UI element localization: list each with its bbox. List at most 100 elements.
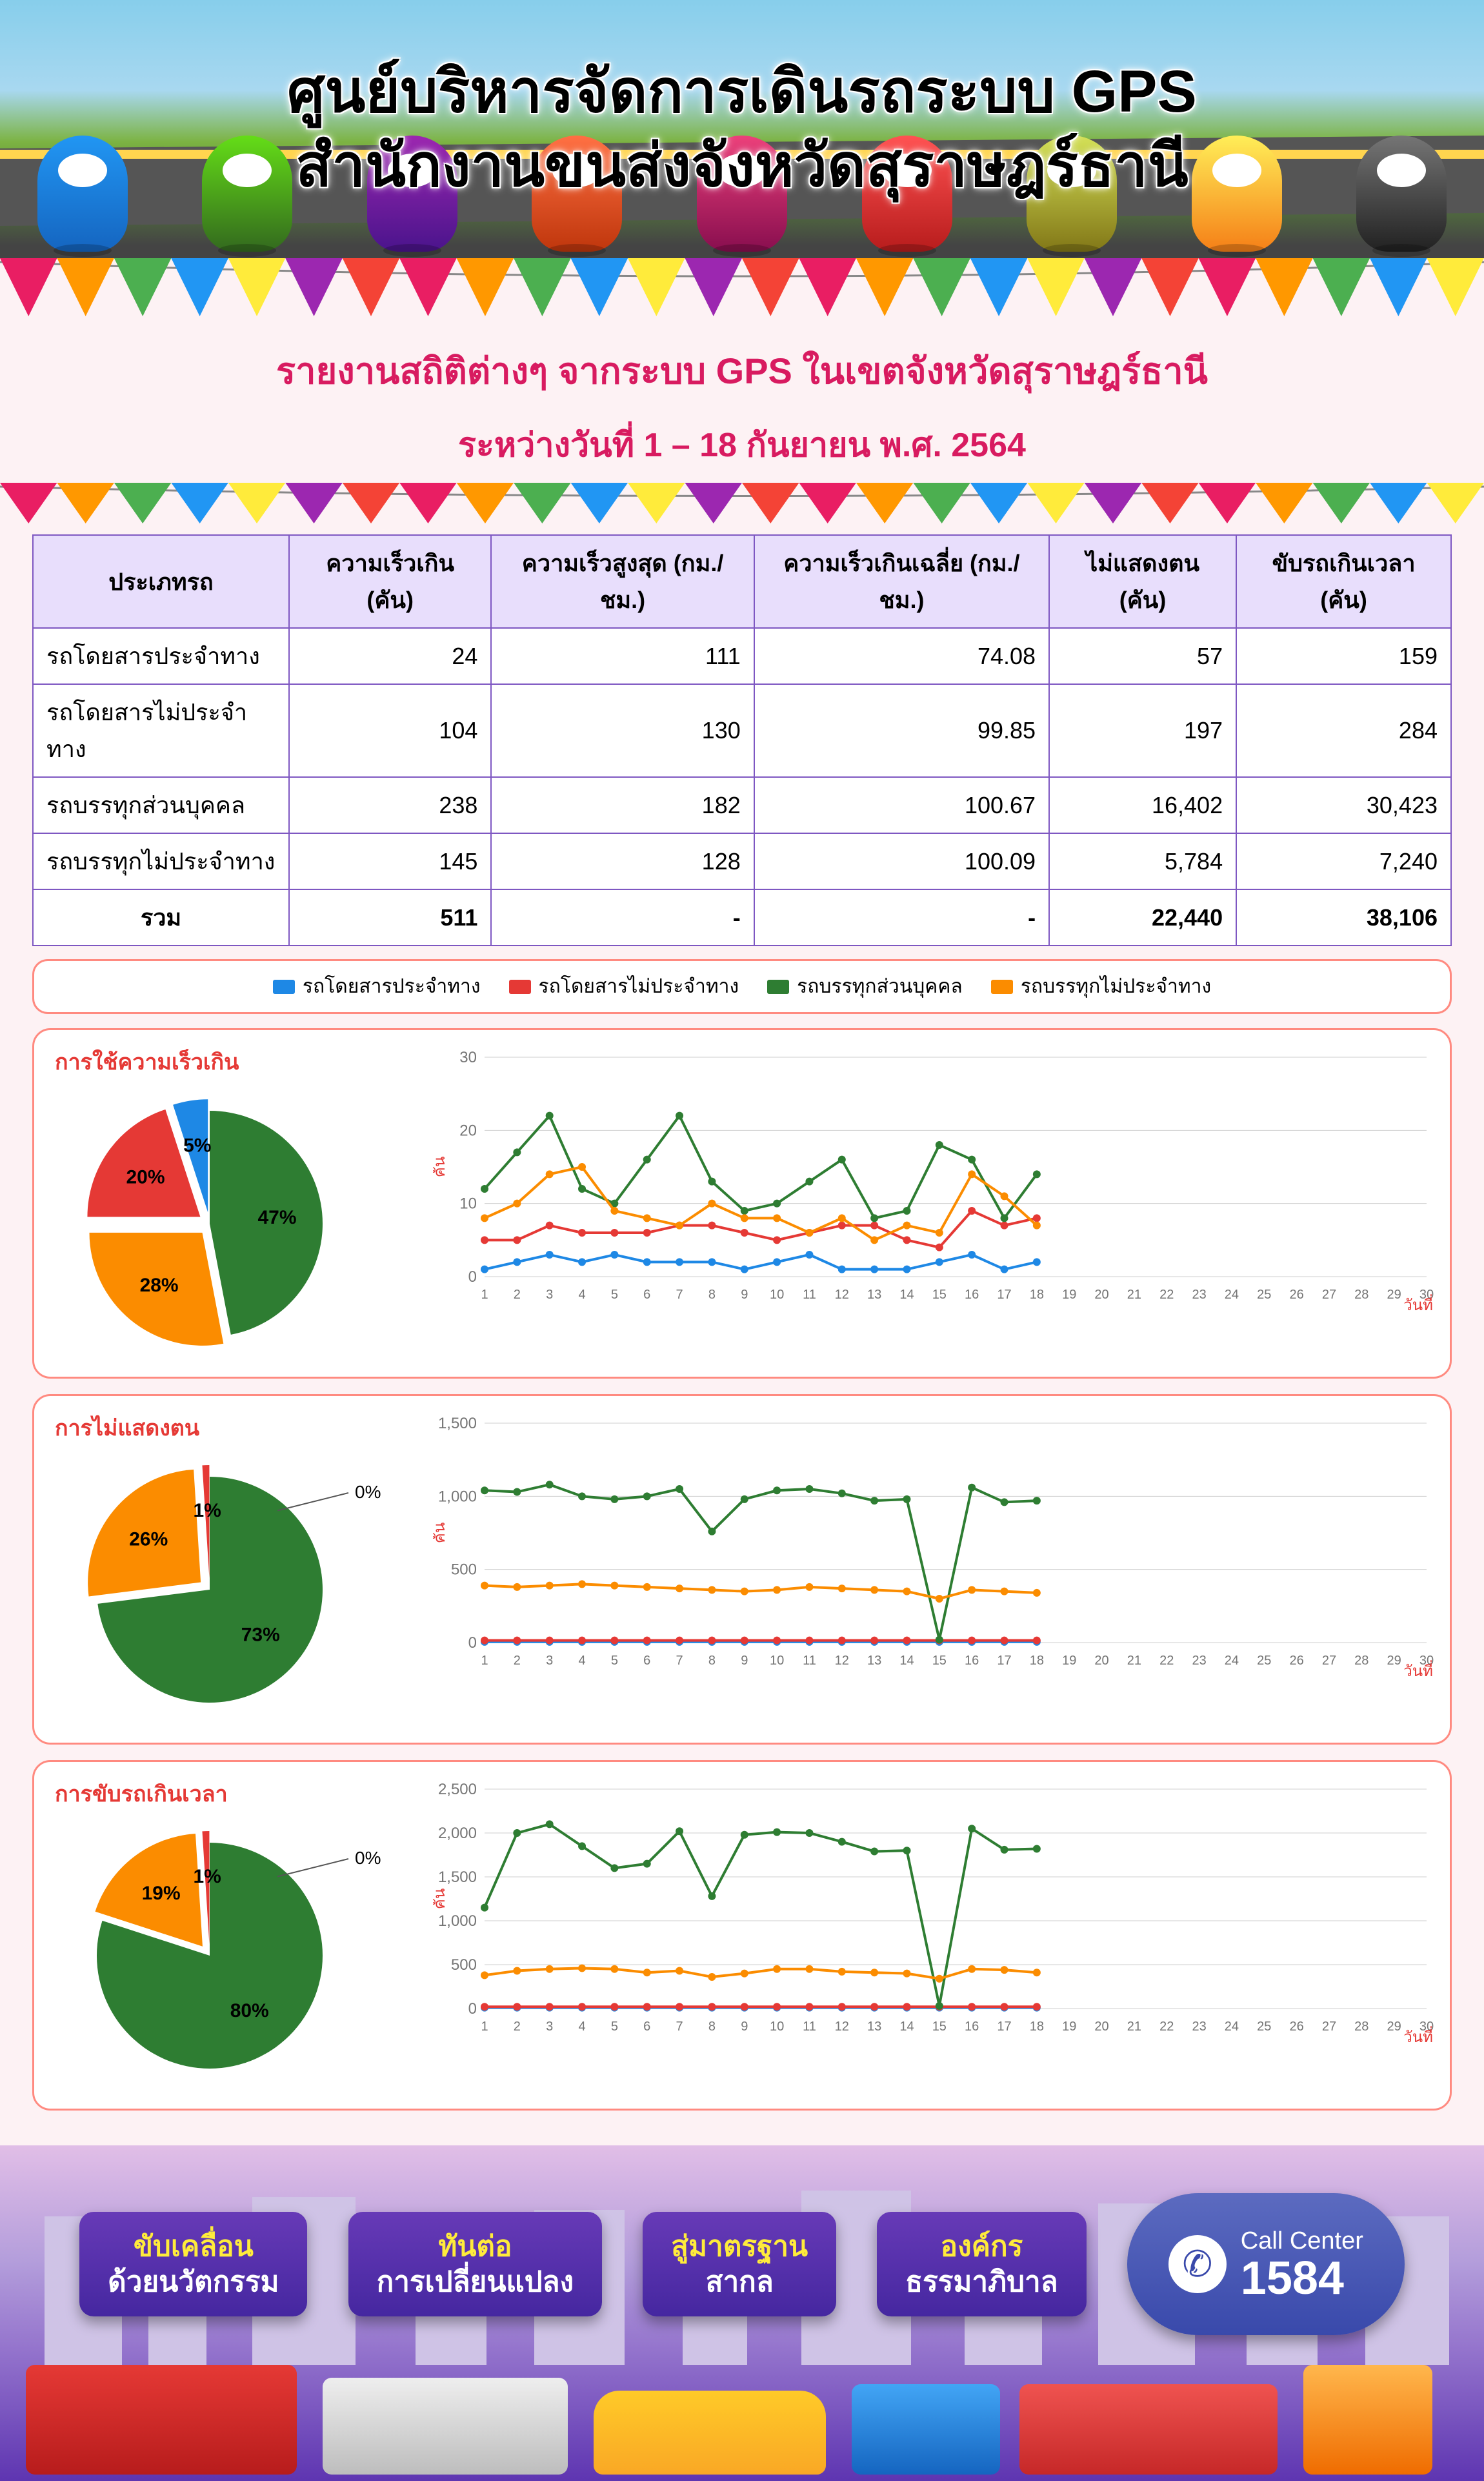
svg-text:2,000: 2,000 [438, 1825, 477, 1842]
legend-swatch-d [991, 980, 1013, 994]
svg-text:14: 14 [899, 1288, 914, 1302]
svg-text:18: 18 [1030, 2020, 1044, 2034]
table-cell: 24 [289, 628, 491, 684]
svg-text:1: 1 [481, 2020, 488, 2034]
svg-text:24: 24 [1225, 2020, 1239, 2034]
svg-text:19: 19 [1062, 2020, 1076, 2034]
svg-text:15: 15 [932, 1654, 947, 1668]
svg-text:1,000: 1,000 [438, 1488, 477, 1505]
svg-text:5%: 5% [183, 1135, 211, 1157]
svg-text:1,500: 1,500 [438, 1415, 477, 1432]
svg-text:10: 10 [770, 1288, 784, 1302]
svg-text:13: 13 [867, 1654, 881, 1668]
svg-text:7: 7 [676, 1654, 683, 1668]
svg-text:17: 17 [997, 1654, 1011, 1668]
table-cell: 100.67 [754, 777, 1049, 833]
svg-text:คัน: คัน [433, 1523, 448, 1543]
svg-text:22: 22 [1159, 1654, 1174, 1668]
pie-chart-overtime: 80%19%1%0% [55, 1820, 416, 2091]
table-cell: รถบรรทุกไม่ประจำทาง [33, 833, 289, 889]
svg-text:26: 26 [1289, 1288, 1303, 1302]
svg-text:25: 25 [1257, 1654, 1271, 1668]
svg-text:3: 3 [546, 2020, 553, 2034]
svg-text:21: 21 [1127, 1288, 1141, 1302]
svg-text:16: 16 [965, 1288, 979, 1302]
pie-chart-speed: 47% 28% 20% 5% [55, 1088, 416, 1359]
svg-text:วันที่: วันที่ [1403, 1660, 1433, 1680]
svg-text:5: 5 [611, 2020, 618, 2034]
table-cell: 30,423 [1236, 777, 1451, 833]
svg-text:22: 22 [1159, 1288, 1174, 1302]
stats-table: ประเภทรถความเร็วเกิน (คัน)ความเร็วสูงสุด… [32, 534, 1452, 946]
svg-text:23: 23 [1192, 1654, 1206, 1668]
footer-badge: สู่มาตรฐานสากล [643, 2212, 836, 2316]
svg-text:28%: 28% [140, 1275, 179, 1296]
panel-speed-title: การใช้ความเร็วเกิน [55, 1044, 416, 1079]
table-cell: 238 [289, 777, 491, 833]
svg-text:8: 8 [708, 1654, 716, 1668]
table-cell: 130 [491, 684, 754, 777]
svg-text:11: 11 [803, 2020, 816, 2034]
table-header: ความเร็วสูงสุด (กม./ชม.) [491, 535, 754, 628]
svg-text:80%: 80% [230, 2000, 269, 2021]
svg-text:14: 14 [899, 2020, 914, 2034]
table-cell: 128 [491, 833, 754, 889]
svg-text:47%: 47% [258, 1207, 297, 1228]
svg-text:11: 11 [803, 1288, 816, 1302]
svg-text:17: 17 [997, 2020, 1011, 2034]
footer-badge: ทันต่อการเปลี่ยนแปลง [348, 2212, 603, 2316]
svg-text:9: 9 [741, 2020, 748, 2034]
svg-text:19: 19 [1062, 1288, 1076, 1302]
hero-title: ศูนย์บริหารจัดการเดินรถระบบ GPS สำนักงาน… [287, 55, 1197, 203]
svg-text:27: 27 [1322, 1288, 1336, 1302]
svg-text:29: 29 [1387, 1288, 1401, 1302]
svg-text:10: 10 [459, 1195, 477, 1213]
svg-text:7: 7 [676, 2020, 683, 2034]
svg-text:21: 21 [1127, 1654, 1141, 1668]
table-row: รถบรรทุกไม่ประจำทาง145128100.095,7847,24… [33, 833, 1451, 889]
legend-label-c: รถบรรทุกส่วนบุคคล [797, 971, 963, 1002]
table-row: รถโดยสารประจำทาง2411174.0857159 [33, 628, 1451, 684]
footer-badges: ขับเคลื่อนด้วยนวัตกรรม ทันต่อการเปลี่ยนแป… [0, 2193, 1484, 2335]
svg-text:17: 17 [997, 1288, 1011, 1302]
report-date-range: ระหว่างวันที่ 1 – 18 กันยายน พ.ศ. 2564 [0, 400, 1484, 483]
svg-text:1%: 1% [193, 1866, 221, 1887]
table-row: รถบรรทุกส่วนบุคคล238182100.6716,40230,42… [33, 777, 1451, 833]
svg-text:1,500: 1,500 [438, 1868, 477, 1886]
svg-text:28: 28 [1354, 2020, 1369, 2034]
stats-table-wrap: ประเภทรถความเร็วเกิน (คัน)ความเร็วสูงสุด… [0, 534, 1484, 959]
svg-text:2: 2 [514, 1654, 521, 1668]
svg-text:19%: 19% [142, 1883, 181, 1904]
line-chart-speed: 0102030123456789101112131415161718192021… [433, 1044, 1439, 1315]
svg-text:0: 0 [468, 2000, 477, 2018]
hero-title-line1: ศูนย์บริหารจัดการเดินรถระบบ GPS [287, 55, 1197, 129]
call-center-label: Call Center [1241, 2227, 1363, 2254]
call-center-badge[interactable]: ✆ Call Center 1584 [1127, 2193, 1405, 2335]
footer-badge: ขับเคลื่อนด้วยนวัตกรรม [79, 2212, 307, 2316]
table-cell: 22,440 [1049, 889, 1236, 946]
legend-label-a: รถโดยสารประจำทาง [303, 971, 481, 1002]
hero-banner: ศูนย์บริหารจัดการเดินรถระบบ GPS สำนักงาน… [0, 0, 1484, 258]
panel-overtime: การขับรถเกินเวลา 80%19%1%0% 05001,0001,5… [32, 1760, 1452, 2111]
svg-text:6: 6 [643, 1654, 650, 1668]
table-cell: 100.09 [754, 833, 1049, 889]
svg-text:27: 27 [1322, 1654, 1336, 1668]
table-row: รถโดยสารไม่ประจำทาง10413099.85197284 [33, 684, 1451, 777]
table-cell: 104 [289, 684, 491, 777]
svg-text:12: 12 [835, 2020, 849, 2034]
svg-text:25: 25 [1257, 2020, 1271, 2034]
table-cell: 182 [491, 777, 754, 833]
table-cell: 511 [289, 889, 491, 946]
svg-text:500: 500 [451, 1561, 477, 1579]
svg-text:23: 23 [1192, 1288, 1206, 1302]
svg-text:5: 5 [611, 1654, 618, 1668]
footer-banner: ขับเคลื่อนด้วยนวัตกรรม ทันต่อการเปลี่ยนแป… [0, 2145, 1484, 2481]
table-cell: - [491, 889, 754, 946]
chart-legend: รถโดยสารประจำทาง รถโดยสารไม่ประจำทาง รถบ… [32, 959, 1452, 1014]
svg-text:20%: 20% [126, 1167, 165, 1188]
legend-label-b: รถโดยสารไม่ประจำทาง [539, 971, 739, 1002]
call-center-number: 1584 [1241, 2255, 1363, 2302]
svg-text:คัน: คัน [433, 1889, 448, 1909]
svg-text:วันที่: วันที่ [1403, 2026, 1433, 2046]
footer-vehicles [0, 2345, 1484, 2475]
